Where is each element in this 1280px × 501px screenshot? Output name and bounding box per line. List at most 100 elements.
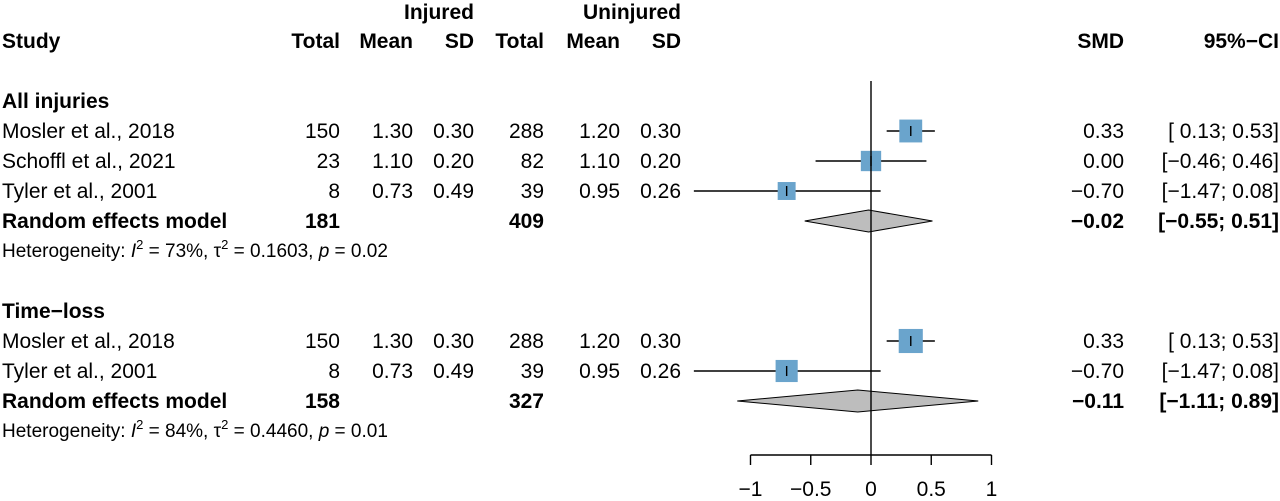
model-uninjured-total: 409 [509,210,544,233]
ci-value: [−1.47; 0.08] [1162,360,1279,383]
model-injured-total: 158 [305,390,340,413]
ci-value: [−0.46; 0.46] [1162,150,1279,173]
header-injured-sd: SD [445,30,474,53]
heterogeneity-text: Heterogeneity: I2 = 84%, τ2 = 0.4460, p … [2,417,388,442]
i-squared-value: = 84%, [143,421,213,442]
uninjured-total: 82 [521,150,544,173]
uninjured-mean: 0.95 [579,360,620,383]
header-injured-total: Total [291,30,340,53]
heterogeneity-prefix: Heterogeneity: [2,421,131,442]
smd-value: −0.70 [1071,180,1124,203]
x-tick-label: 0.5 [917,478,946,501]
injured-total: 150 [305,120,340,143]
injured-sd: 0.30 [433,330,474,353]
uninjured-sd: 0.26 [640,360,681,383]
uninjured-sd: 0.26 [640,180,681,203]
uninjured-total: 39 [521,360,544,383]
ci-value: [−1.47; 0.08] [1162,180,1279,203]
header-ci: 95%−CI [1204,30,1279,53]
superscript: 2 [221,237,228,252]
x-axis: −1 −0.5 0 0.5 1 [739,454,998,501]
header-uninjured-sd: SD [652,30,681,53]
model-smd: −0.02 [1071,210,1124,233]
header-injured-mean: Mean [359,30,413,53]
column-headers: Injured Uninjured Study Total Mean SD To… [2,1,1279,53]
injured-total: 150 [305,330,340,353]
tau-symbol: τ [214,241,222,262]
heterogeneity-text: Heterogeneity: I2 = 73%, τ2 = 0.1603, p … [2,237,388,262]
smd-value: −0.70 [1071,360,1124,383]
i-squared-value: = 73%, [143,241,213,262]
study-name: Tyler et al., 2001 [2,180,157,203]
x-tick-label: −0.5 [790,478,831,501]
injured-mean: 1.10 [372,150,413,173]
header-uninjured: Uninjured [583,1,681,24]
header-uninjured-total: Total [495,30,544,53]
uninjured-mean: 1.20 [579,330,620,353]
injured-mean: 0.73 [372,360,413,383]
model-label: Random effects model [2,390,227,413]
p-value: = 0.01 [329,421,388,442]
model-ci: [−1.11; 0.89] [1159,390,1279,413]
model-label: Random effects model [2,210,227,233]
study-name: Tyler et al., 2001 [2,360,157,383]
study-name: Mosler et al., 2018 [2,120,175,143]
header-smd: SMD [1077,30,1124,53]
pooled-diamond [804,209,933,233]
subgroup-title: Time−loss [2,300,105,323]
injured-total: 8 [328,360,340,383]
p-symbol: p [318,241,330,262]
injured-sd: 0.20 [433,150,474,173]
injured-total: 23 [317,150,340,173]
uninjured-total: 288 [509,330,544,353]
smd-value: 0.33 [1083,330,1124,353]
x-tick-label: −1 [739,478,763,501]
study-name: Mosler et al., 2018 [2,330,175,353]
header-study: Study [2,30,61,53]
model-uninjured-total: 327 [509,390,544,413]
header-uninjured-mean: Mean [566,30,620,53]
uninjured-total: 39 [521,180,544,203]
p-value: = 0.02 [329,241,388,262]
uninjured-mean: 1.20 [579,120,620,143]
p-symbol: p [318,421,330,442]
injured-sd: 0.49 [433,180,474,203]
x-tick-label: 1 [986,478,998,501]
model-injured-total: 181 [305,210,340,233]
uninjured-mean: 1.10 [579,150,620,173]
smd-value: 0.00 [1083,150,1124,173]
ci-value: [ 0.13; 0.53] [1168,120,1279,143]
model-smd: −0.11 [1072,390,1124,413]
smd-value: 0.33 [1083,120,1124,143]
i-squared-symbol: I [131,241,137,262]
injured-mean: 0.73 [372,180,413,203]
injured-sd: 0.30 [433,120,474,143]
pooled-diamond [737,389,979,413]
uninjured-mean: 0.95 [579,180,620,203]
injured-sd: 0.49 [433,360,474,383]
model-ci: [−0.55; 0.51] [1158,210,1279,233]
uninjured-total: 288 [509,120,544,143]
injured-mean: 1.30 [372,120,413,143]
study-rows: All injuries Mosler et al., 2018 150 1.30 0.… [2,90,1279,442]
heterogeneity-prefix: Heterogeneity: [2,241,131,262]
uninjured-sd: 0.30 [640,120,681,143]
x-tick-label: 0 [865,478,877,501]
tau-squared-value: = 0.1603, [228,241,318,262]
injured-total: 8 [328,180,340,203]
superscript: 2 [136,417,143,432]
uninjured-sd: 0.30 [640,330,681,353]
superscript: 2 [136,237,143,252]
i-squared-symbol: I [131,421,137,442]
subgroup-title: All injuries [2,90,109,113]
injured-mean: 1.30 [372,330,413,353]
superscript: 2 [221,417,228,432]
tau-symbol: τ [214,421,222,442]
header-injured: Injured [404,1,474,24]
uninjured-sd: 0.20 [640,150,681,173]
tau-squared-value: = 0.4460, [228,421,318,442]
ci-value: [ 0.13; 0.53] [1168,330,1279,353]
plot-marks [693,81,979,455]
study-name: Schoffl et al., 2021 [2,150,176,173]
